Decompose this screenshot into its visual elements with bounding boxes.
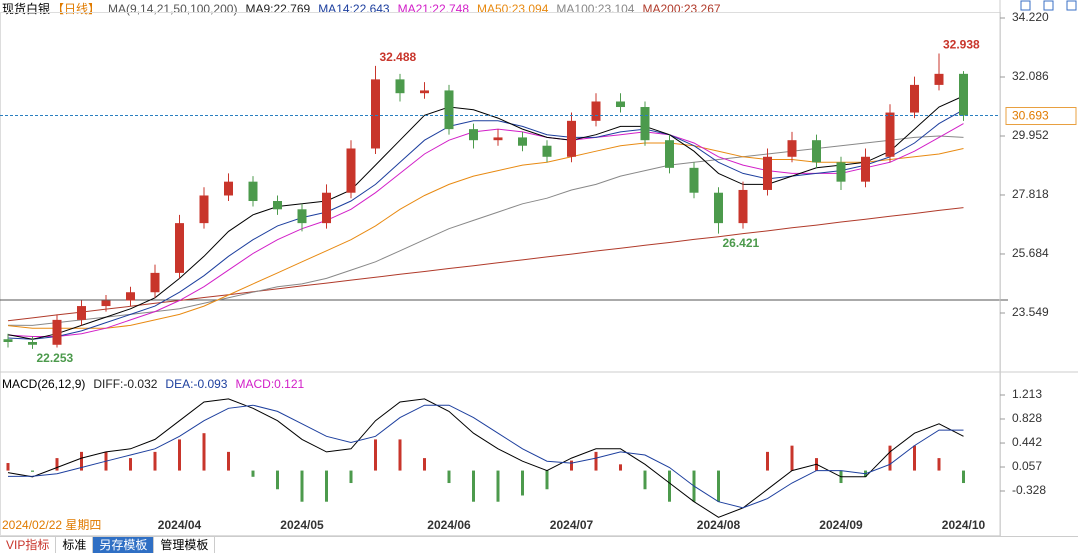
y-tick-label: 0.442 [1012, 435, 1042, 449]
candle-body [542, 145, 552, 157]
ma-line [7, 142, 964, 329]
candle-body [738, 189, 748, 224]
y-tick-label: 0.057 [1012, 459, 1042, 473]
candle-body [371, 79, 380, 149]
macd-line [7, 398, 964, 518]
x-tick-label: 2024/08 [697, 518, 741, 532]
current-price: 30.693 [1012, 109, 1049, 123]
toolbar: VIP指标 标准 另存模板 管理模板 [0, 536, 1078, 553]
y-tick-label: 32.086 [1012, 69, 1049, 83]
x-tick-label: 2024/10 [942, 518, 986, 532]
candle-body [52, 319, 62, 345]
y-tick-label: 25.684 [1012, 246, 1049, 260]
toolbar-button[interactable]: 标准 [56, 537, 94, 553]
chart: 2024/02/22 星期四 34.220 32.086 29.952 27.818 2… [0, 0, 1078, 536]
y-tick-label: 34.220 [1012, 10, 1049, 24]
candle-body [346, 148, 356, 193]
legend-name: DEA [165, 377, 193, 391]
candle-body [959, 73, 968, 116]
candle-body [812, 140, 821, 163]
candle-body [297, 209, 307, 224]
candle-body [861, 156, 870, 182]
x-tick-label: 2024/09 [819, 518, 863, 532]
candle-body [395, 79, 405, 94]
macd-line [7, 404, 964, 509]
y-tick-label: -0.328 [1012, 483, 1046, 497]
candle-body [77, 306, 86, 320]
legend-name: MACD [235, 377, 274, 391]
extreme-label: 32.938 [943, 38, 980, 52]
toolbar-button[interactable]: 管理模板 [154, 537, 216, 553]
candle-body [150, 272, 160, 293]
current-price-box [1005, 107, 1077, 126]
candle-body [518, 137, 527, 146]
candle-body [469, 129, 478, 141]
ma-line [7, 95, 964, 340]
candle-body [787, 140, 797, 157]
legend-item: DIFF-0.032 [93, 377, 157, 391]
ma-line [7, 135, 964, 326]
x-tick-label: 2024/06 [427, 518, 471, 532]
candle-body [836, 162, 846, 182]
y-tick-label: 23.549 [1012, 305, 1049, 319]
candle-body [567, 120, 576, 157]
x-tick-label: 2024/04 [158, 518, 202, 532]
macd-legend: MACD(26,12,9) DIFF-0.032 DEA-0.093 MACD0.1… [2, 377, 304, 391]
candle-body [616, 101, 625, 108]
y-tick-label: 29.952 [1012, 128, 1049, 142]
candle-body [273, 201, 282, 210]
toolbar-button[interactable]: VIP指标 [0, 537, 57, 553]
x-tick-label: 2024/07 [550, 518, 594, 532]
candle-body [126, 292, 135, 301]
legend-item: DEA-0.093 [165, 377, 227, 391]
candle-body [885, 112, 895, 157]
legend-item: MACD0.121 [235, 377, 304, 391]
ma-line [7, 207, 964, 322]
toolbar-icons[interactable] [1020, 0, 1077, 11]
legend-value: -0.032 [123, 377, 158, 391]
extreme-label: 32.488 [380, 50, 417, 64]
x-tick-label: 2024/05 [280, 518, 324, 532]
candle-body [665, 140, 674, 168]
y-tick-label: 0.828 [1012, 411, 1042, 425]
cursor-date: 2024/02/22 星期四 [2, 518, 101, 532]
candle-body [444, 90, 454, 130]
candle-body [714, 192, 723, 224]
candle-body [689, 167, 699, 193]
legend-value: -0.093 [193, 377, 228, 391]
y-tick-label: 1.213 [1012, 387, 1042, 401]
candle-body [640, 107, 650, 141]
macd-label: MACD(26,12,9) [2, 377, 86, 391]
ma-line [7, 123, 964, 337]
candle-body [763, 156, 772, 190]
y-tick-label: 27.818 [1012, 187, 1049, 201]
extreme-label: 22.253 [37, 351, 74, 365]
candle-body [420, 90, 429, 94]
candle-body [322, 192, 331, 224]
candle-body [248, 181, 258, 202]
candle-body [934, 73, 944, 85]
toolbar-button[interactable]: 另存模板 [93, 537, 155, 553]
ma-line [7, 109, 964, 340]
candle-body [493, 137, 503, 141]
candle-body [3, 339, 13, 342]
candle-body [199, 195, 209, 224]
candle-body [224, 181, 233, 196]
candle-body [910, 84, 919, 113]
extreme-label: 26.421 [723, 236, 760, 250]
legend-name: DIFF [93, 377, 123, 391]
candle-body [28, 341, 37, 345]
candle-body [175, 223, 184, 273]
candle-body [101, 300, 111, 307]
candle-body [591, 101, 601, 121]
legend-value: 0.121 [274, 377, 305, 391]
